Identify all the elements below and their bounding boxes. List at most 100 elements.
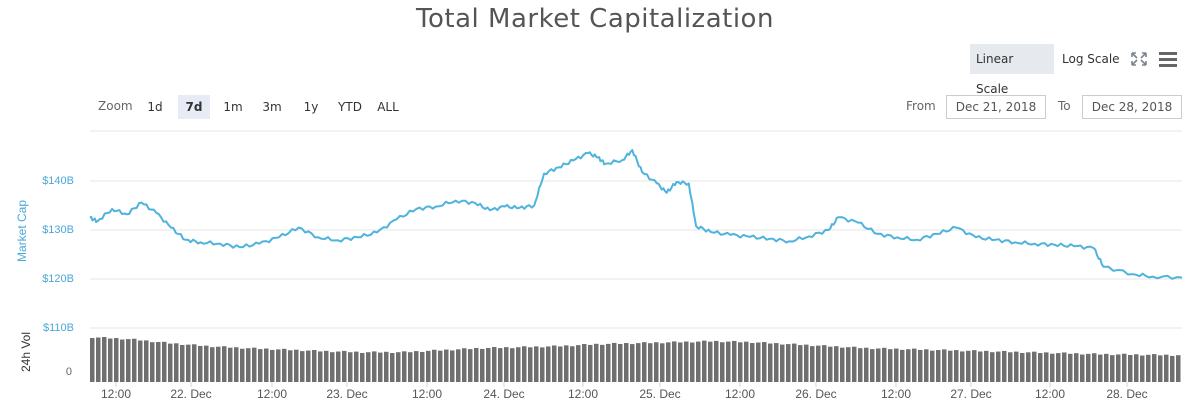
volume-bar — [1044, 352, 1049, 382]
volume-bar — [186, 344, 191, 382]
volume-bar — [372, 351, 377, 382]
volume-bar — [192, 344, 197, 382]
volume-bar — [510, 348, 515, 382]
volume-bar — [312, 349, 317, 382]
chart-title: Total Market Capitalization — [416, 4, 774, 34]
y-axis-ticks: $110B $120B $130B $140B — [42, 175, 74, 334]
linear-scale-button[interactable]: Linear Scale — [970, 44, 1054, 96]
zoom-ytd-button[interactable]: YTD — [338, 100, 362, 114]
volume-bar — [174, 343, 179, 382]
volume-bar — [918, 349, 923, 382]
volume-bar — [522, 346, 527, 382]
zoom-3m-button[interactable]: 3m — [262, 100, 282, 114]
from-date-input[interactable]: Dec 21, 2018 — [946, 95, 1046, 119]
volume-bar — [648, 343, 653, 382]
volume-bar — [546, 346, 551, 382]
volume-bar — [1032, 351, 1037, 382]
volume-bar — [702, 340, 707, 382]
volume-bar — [720, 342, 725, 382]
volume-bar — [138, 340, 143, 382]
volume-bar — [618, 343, 623, 382]
volume-bar — [426, 350, 431, 382]
volume-bar — [876, 348, 881, 382]
volume-bar — [306, 350, 311, 382]
volume-bar — [1152, 354, 1157, 382]
volume-bar — [474, 348, 479, 382]
volume-bar — [1050, 353, 1055, 382]
volume-bar — [798, 345, 803, 382]
volume-bar — [366, 352, 371, 382]
volume-bar — [564, 345, 569, 382]
volume-bar — [1158, 355, 1163, 382]
volume-bar — [336, 351, 341, 382]
volume-bar — [984, 350, 989, 382]
volume-bar — [180, 344, 185, 382]
zoom-all-button[interactable]: ALL — [377, 100, 399, 114]
volume-bar — [1074, 353, 1079, 382]
volume-bar — [780, 344, 785, 382]
zoom-1y-button[interactable]: 1y — [303, 100, 319, 114]
volume-bar — [1128, 354, 1133, 382]
volume-bar — [540, 347, 545, 382]
volume-bar — [504, 347, 509, 382]
log-scale-button[interactable]: Log Scale — [1062, 52, 1120, 66]
volume-bars — [90, 337, 1181, 382]
zoom-label: Zoom — [98, 99, 133, 113]
volume-bar — [816, 345, 821, 382]
volume-bar — [750, 343, 755, 382]
zoom-1m-button[interactable]: 1m — [223, 100, 243, 114]
volume-bar — [972, 350, 977, 382]
volume-bar — [240, 348, 245, 382]
volume-bar — [252, 347, 257, 382]
volume-bar — [276, 349, 281, 382]
x-tick-label: 12:00 — [257, 387, 287, 401]
volume-bar — [930, 350, 935, 382]
volume-bar — [708, 341, 713, 382]
volume-bar — [1002, 350, 1007, 382]
x-tick-label: 26. Dec — [795, 387, 836, 401]
to-date-input[interactable]: Dec 28, 2018 — [1082, 95, 1182, 119]
volume-bar — [300, 351, 305, 382]
x-tick-label: 24. Dec — [483, 387, 524, 401]
volume-bar — [1146, 354, 1151, 382]
volume-bar — [534, 346, 539, 382]
zoom-7d-button[interactable]: 7d — [178, 95, 210, 119]
volume-bar — [348, 352, 353, 382]
volume-bar — [132, 338, 137, 382]
market-cap-line — [89, 149, 1183, 280]
volume-bar — [600, 344, 605, 382]
volume-bar — [762, 342, 767, 382]
fullscreen-icon[interactable] — [1130, 51, 1148, 67]
x-tick-label: 25. Dec — [639, 387, 680, 401]
volume-bar — [354, 351, 359, 382]
from-label: From — [906, 99, 936, 113]
volume-bar — [666, 342, 671, 382]
volume-bar — [1110, 355, 1115, 382]
volume-bar — [756, 342, 761, 382]
volume-bar — [936, 350, 941, 382]
x-tick-label: 12:00 — [101, 387, 131, 401]
volume-bar — [612, 342, 617, 382]
volume-bar — [438, 350, 443, 382]
volume-bar — [258, 349, 263, 382]
volume-bar — [1164, 354, 1169, 382]
volume-bar — [774, 343, 779, 382]
volume-bar — [642, 342, 647, 382]
volume-bar — [114, 338, 119, 382]
volume-bar — [654, 342, 659, 382]
volume-bar — [222, 346, 227, 382]
volume-bar — [486, 347, 491, 382]
volume-bar — [786, 344, 791, 382]
menu-icon[interactable] — [1158, 51, 1178, 67]
zoom-1d-button[interactable]: 1d — [147, 100, 163, 114]
volume-bar — [228, 347, 233, 382]
volume-bar — [210, 347, 215, 382]
volume-bar — [900, 349, 905, 382]
to-label: To — [1058, 99, 1071, 113]
volume-bar — [1116, 354, 1121, 382]
volume-bar — [852, 346, 857, 382]
grid-lines — [90, 130, 1182, 329]
volume-bar — [402, 351, 407, 382]
volume-bar — [804, 344, 809, 382]
